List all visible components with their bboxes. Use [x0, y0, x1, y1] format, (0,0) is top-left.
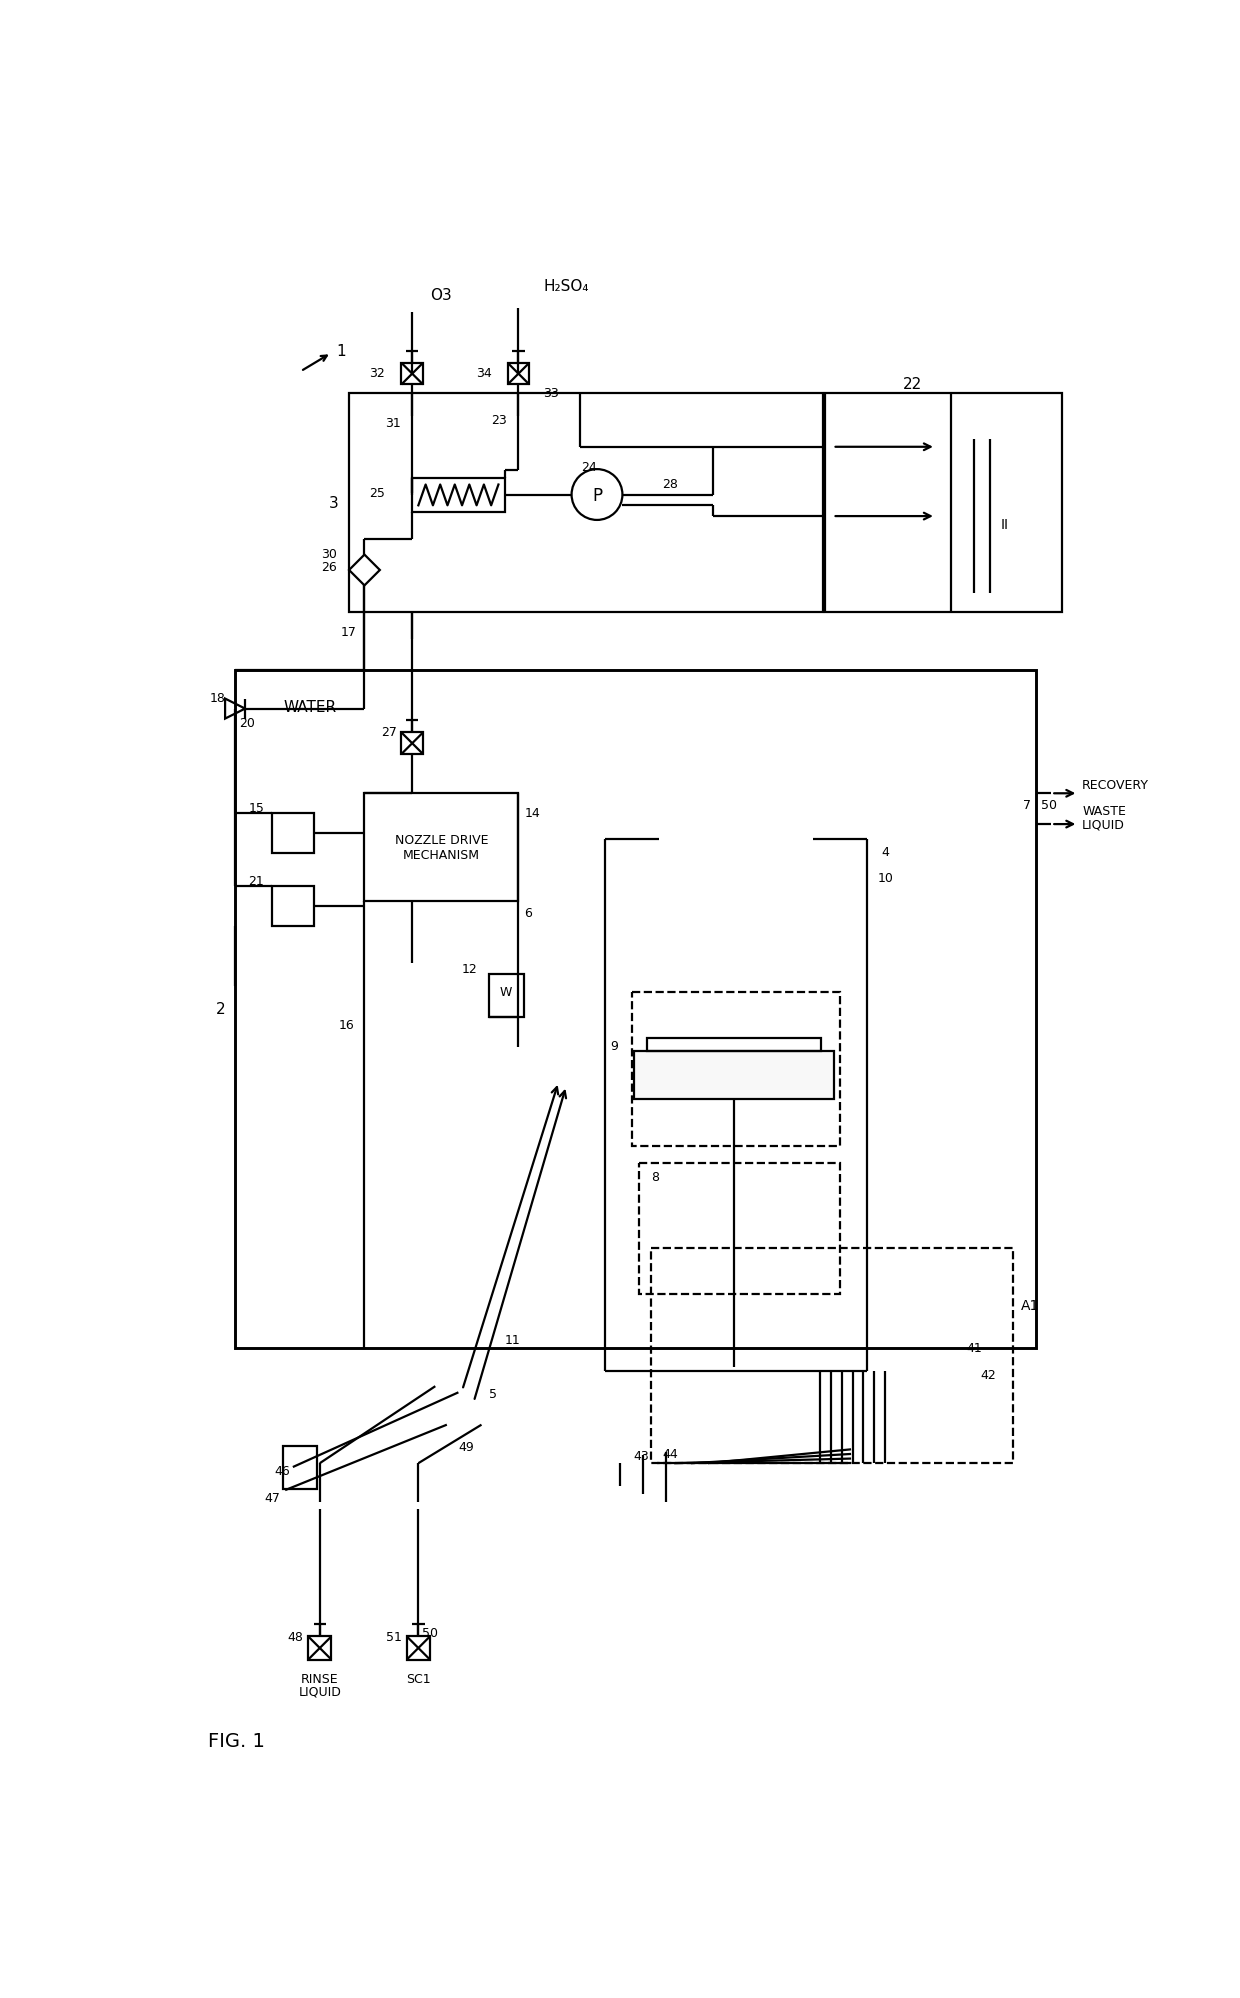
Bar [634, 1051, 835, 1099]
Text: WATER: WATER [284, 699, 337, 715]
Text: II: II [1001, 517, 1009, 531]
Text: 41: 41 [967, 1341, 982, 1355]
Text: 16: 16 [339, 1019, 355, 1031]
Text: LIQUID: LIQUID [1083, 817, 1125, 831]
Text: 6: 6 [523, 907, 532, 919]
Text: 10: 10 [878, 871, 894, 885]
Text: RINSE: RINSE [301, 1672, 339, 1686]
Bar [236, 671, 1035, 1349]
Bar [825, 394, 1063, 613]
Bar [507, 364, 529, 386]
Text: 2: 2 [216, 1001, 226, 1017]
Text: 28: 28 [662, 478, 678, 492]
Text: RECOVERY: RECOVERY [1083, 777, 1149, 791]
Bar [651, 1249, 1013, 1463]
Text: 1: 1 [336, 344, 346, 360]
Text: 15: 15 [248, 801, 264, 815]
Text: 11: 11 [505, 1335, 520, 1347]
Text: 47: 47 [264, 1493, 280, 1504]
Text: 24: 24 [582, 460, 598, 474]
Text: 50: 50 [1042, 799, 1056, 811]
Bar [490, 975, 523, 1017]
Bar [640, 1163, 839, 1295]
Text: 34: 34 [476, 366, 491, 380]
Bar [402, 733, 423, 755]
Text: 48: 48 [286, 1630, 303, 1642]
Text: 4: 4 [882, 845, 889, 857]
Text: WASTE: WASTE [1083, 805, 1126, 817]
Text: NOZZLE DRIVE
MECHANISM: NOZZLE DRIVE MECHANISM [394, 833, 489, 861]
Text: 33: 33 [543, 388, 559, 400]
Text: 51: 51 [386, 1630, 402, 1642]
Text: 42: 42 [981, 1369, 996, 1381]
Text: 30: 30 [321, 547, 337, 559]
Text: 31: 31 [384, 416, 401, 430]
Text: W: W [500, 985, 512, 999]
Text: 18: 18 [210, 691, 226, 705]
Text: 3: 3 [330, 496, 339, 509]
Text: O3: O3 [430, 288, 453, 302]
Text: 26: 26 [321, 559, 337, 573]
Text: 20: 20 [239, 717, 254, 729]
Text: SC1: SC1 [405, 1672, 430, 1686]
Text: 32: 32 [370, 366, 386, 380]
Text: 7: 7 [1023, 799, 1030, 811]
Text: 25: 25 [370, 488, 386, 500]
Bar [412, 478, 505, 513]
Text: 46: 46 [275, 1465, 290, 1479]
Text: P: P [591, 488, 603, 505]
Text: 44: 44 [662, 1449, 678, 1461]
Text: 43: 43 [634, 1449, 650, 1463]
Bar [647, 1039, 821, 1051]
Text: 12: 12 [463, 963, 477, 975]
Text: LIQUID: LIQUID [299, 1684, 341, 1698]
Polygon shape [350, 555, 379, 585]
Text: 22: 22 [903, 378, 923, 392]
Text: FIG. 1: FIG. 1 [208, 1730, 265, 1750]
Bar [631, 993, 839, 1147]
Text: 14: 14 [525, 807, 541, 819]
Bar [402, 364, 423, 386]
Bar [283, 1447, 317, 1489]
Bar [309, 1636, 331, 1660]
Bar [272, 887, 315, 927]
Text: 21: 21 [248, 875, 264, 887]
Text: 9: 9 [610, 1039, 619, 1053]
Text: A1: A1 [1021, 1299, 1039, 1313]
Bar [272, 813, 315, 853]
Bar [365, 793, 518, 901]
Text: 17: 17 [341, 625, 357, 639]
Text: 23: 23 [491, 414, 507, 428]
Text: 5: 5 [490, 1389, 497, 1401]
Text: 27: 27 [381, 725, 397, 739]
Text: 49: 49 [459, 1441, 474, 1453]
Circle shape [572, 470, 622, 521]
Bar [350, 394, 822, 613]
Bar [407, 1636, 430, 1660]
Text: 50: 50 [422, 1626, 438, 1638]
Text: H₂SO₄: H₂SO₄ [543, 278, 589, 294]
Text: 8: 8 [651, 1171, 658, 1183]
